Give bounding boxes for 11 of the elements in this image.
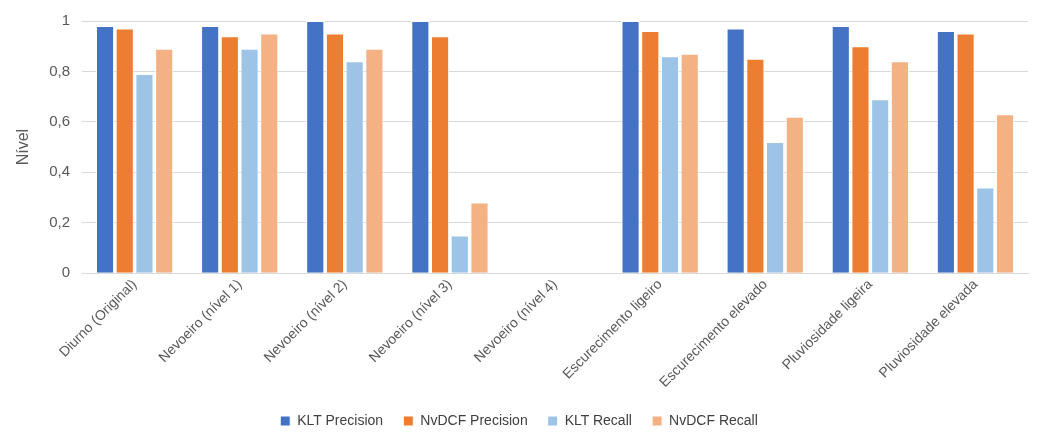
y-tick-label: 0,6 — [49, 112, 71, 130]
y-tick-label: 1 — [61, 11, 71, 29]
legend-label: NvDCF Recall — [669, 411, 758, 428]
y-tick-label: 0,4 — [49, 162, 71, 180]
y-tick-label: 0 — [61, 263, 71, 281]
y-tick-label: 0,2 — [49, 212, 71, 230]
y-axis-title: Nível — [14, 128, 32, 166]
y-tick-label: 0,8 — [49, 61, 71, 79]
legend-label: KLT Recall — [564, 411, 632, 428]
legend-label: KLT Precision — [297, 411, 384, 428]
legend-label: NvDCF Precision — [420, 411, 528, 428]
